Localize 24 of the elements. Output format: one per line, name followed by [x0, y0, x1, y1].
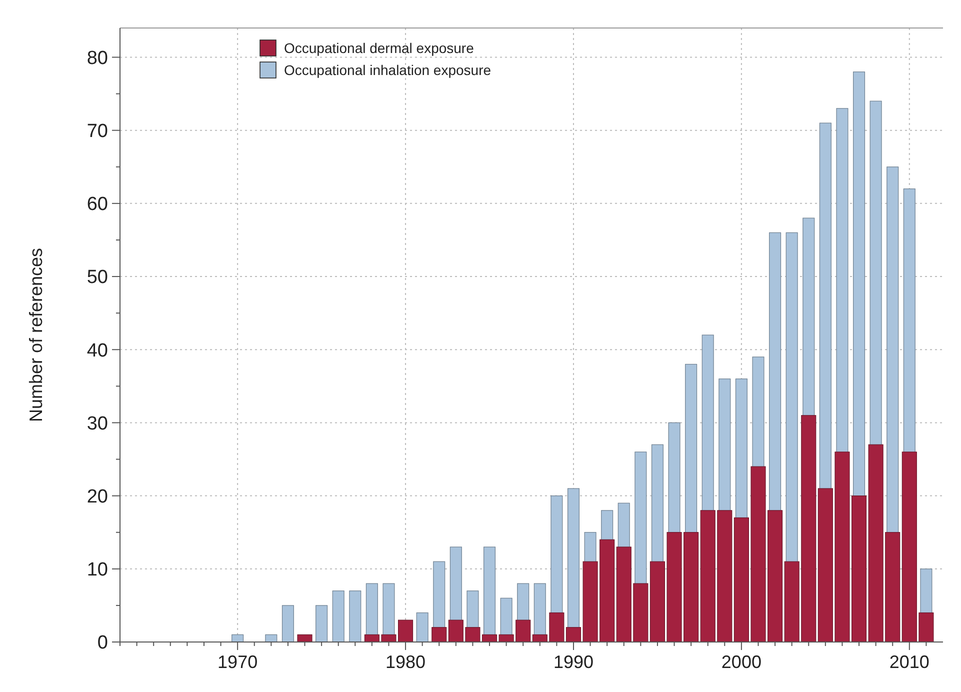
- y-tick-label: 80: [86, 48, 108, 69]
- y-tick-label: 40: [86, 340, 108, 362]
- bar: [316, 605, 328, 642]
- bar: [282, 605, 294, 642]
- bar: [432, 627, 447, 642]
- x-tick-label: 1990: [553, 652, 594, 672]
- bar: [349, 590, 362, 642]
- bar: [297, 634, 312, 642]
- y-tick-label: 70: [86, 120, 108, 142]
- bar: [416, 612, 428, 642]
- x-tick-label: 2010: [889, 652, 930, 672]
- bar: [332, 590, 344, 642]
- legend-label: Occupational inhalation exposure: [284, 62, 492, 78]
- y-tick-label: 60: [86, 194, 108, 216]
- x-tick-label: 1970: [218, 652, 258, 672]
- y-tick-label: 0: [97, 632, 108, 654]
- x-tick-label: 2000: [721, 652, 762, 672]
- legend-label: Occupational dermal exposure: [284, 40, 474, 56]
- y-tick-label: 10: [86, 560, 108, 581]
- y-axis-title: Number of references: [26, 248, 46, 422]
- x-tick-label: 1980: [386, 652, 426, 672]
- y-tick-label: 50: [86, 267, 108, 288]
- y-tick-label: 20: [86, 486, 108, 508]
- y-tick-label: 30: [86, 413, 108, 434]
